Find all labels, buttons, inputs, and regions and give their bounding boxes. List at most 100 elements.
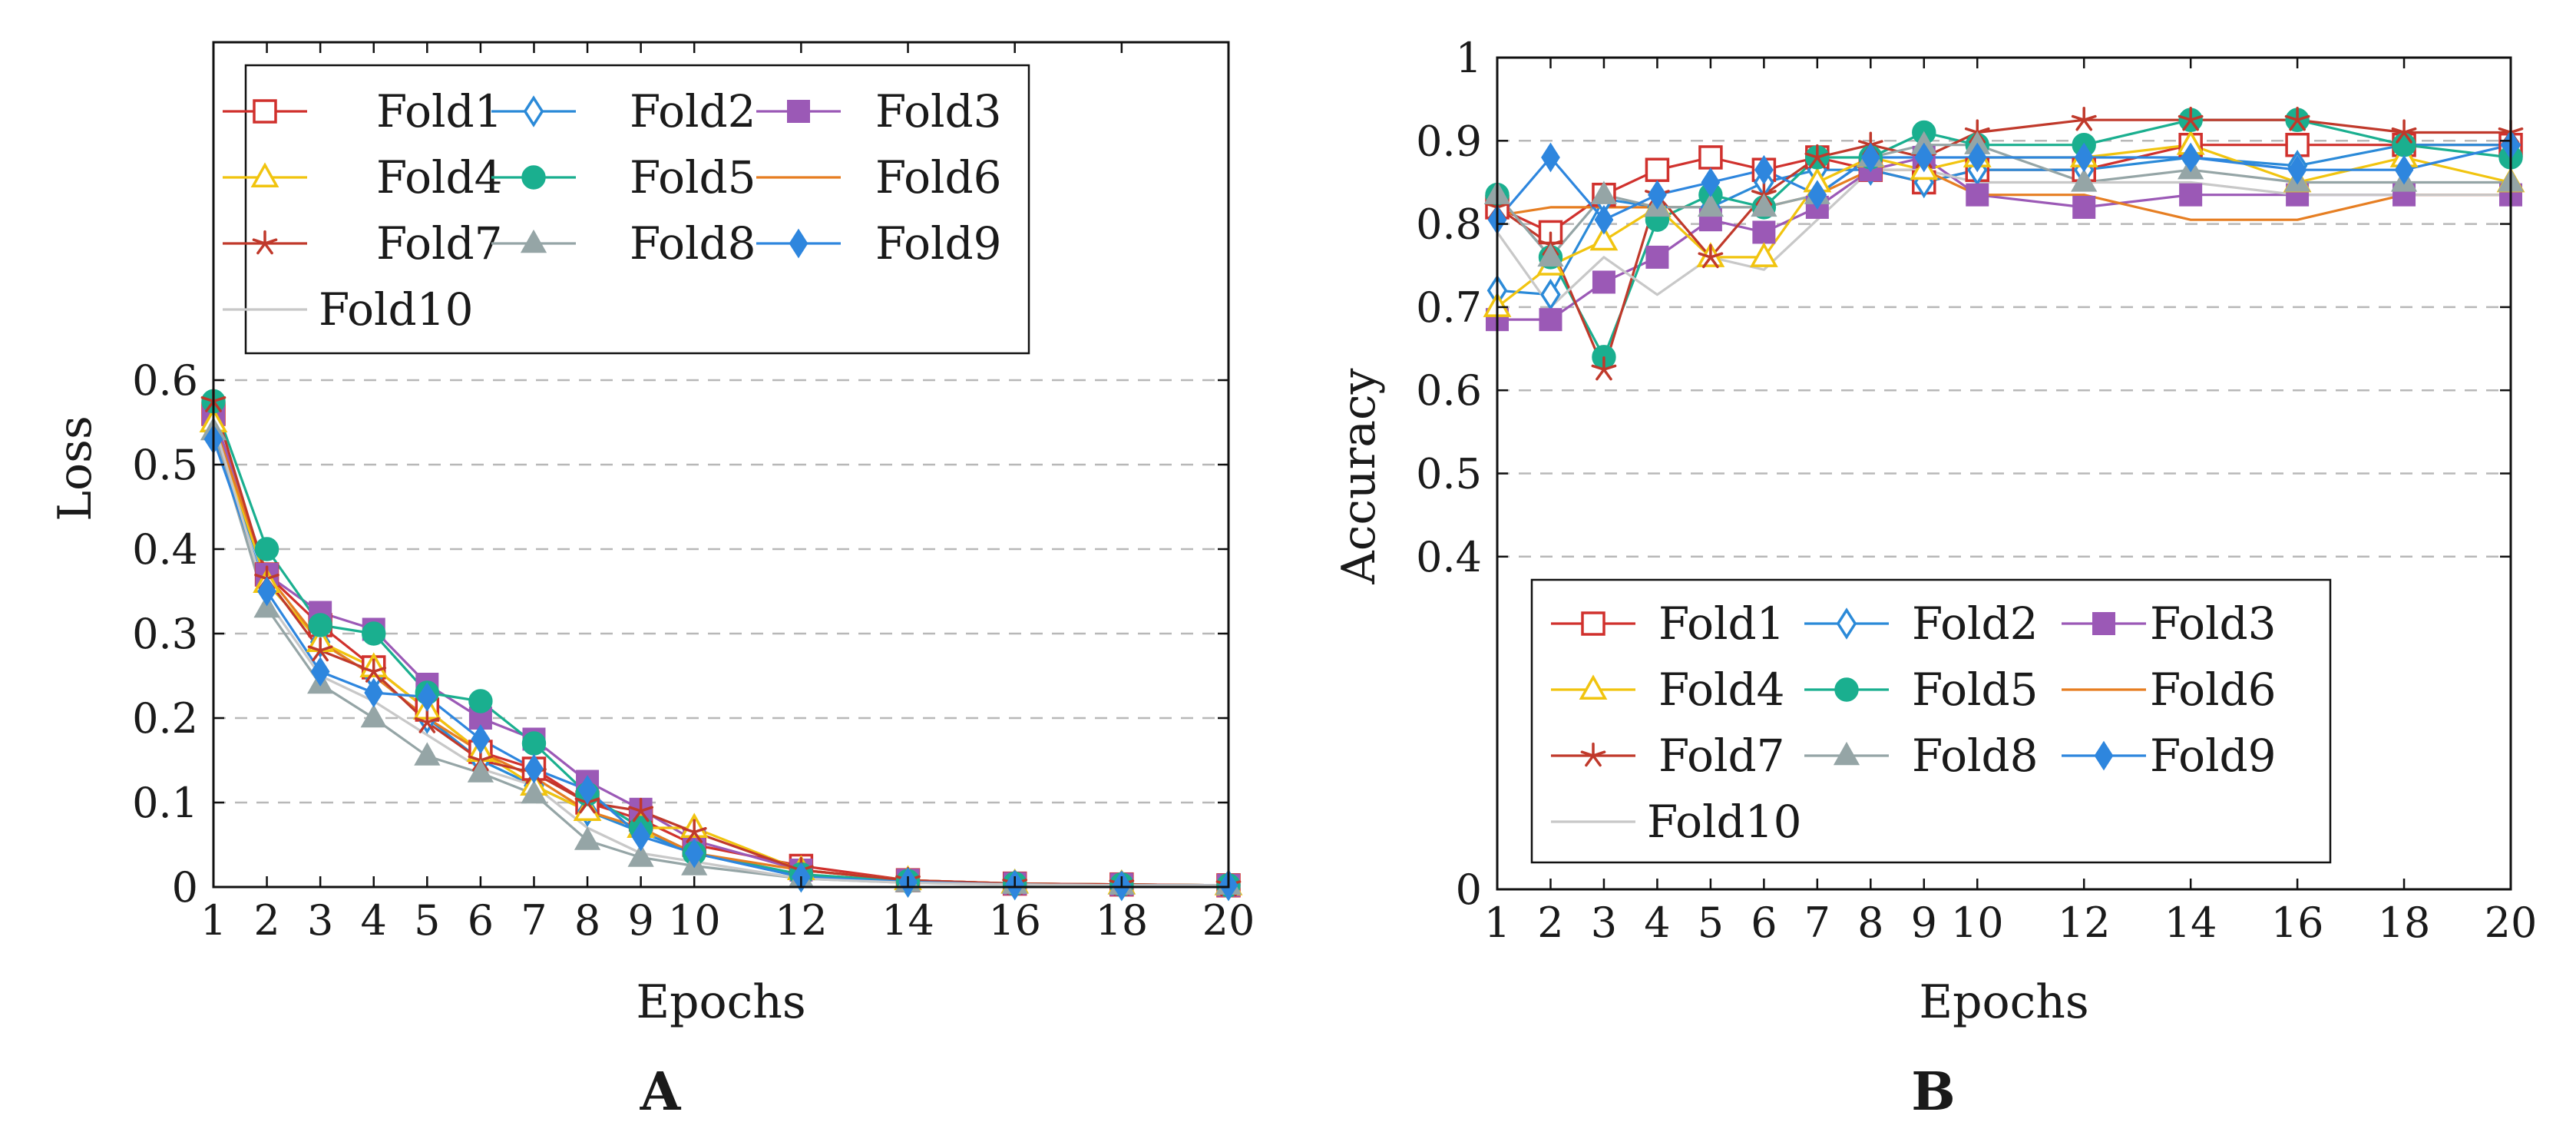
y-tick-label: 0.2 — [132, 694, 198, 743]
data-point-fold1 — [1698, 145, 1723, 170]
y-tick-label: 0 — [1456, 866, 1482, 914]
y-tick-label: 0.6 — [1416, 366, 1482, 415]
data-point-fold3 — [1539, 308, 1562, 332]
data-point-fold9 — [1594, 204, 1614, 235]
legend-entry-fold8: Fold8 — [1804, 730, 2039, 782]
x-tick-label: 9 — [1911, 899, 1937, 947]
legend-marker — [2094, 740, 2114, 771]
x-tick-label: 3 — [1591, 899, 1617, 947]
data-point-fold9 — [684, 838, 704, 869]
data-point-fold5 — [468, 689, 493, 713]
legend-entry-fold3: Fold3 — [2062, 597, 2277, 650]
legend-label: Fold9 — [875, 217, 1002, 270]
legend-entry-fold1: Fold1 — [1551, 597, 1785, 650]
x-tick-label: 7 — [1804, 899, 1830, 947]
data-point-fold9 — [577, 775, 597, 805]
data-point-fold9 — [2074, 142, 2094, 173]
data-point-fold8 — [467, 759, 494, 783]
y-tick-label: 0.5 — [1416, 450, 1482, 498]
x-tick-label: 16 — [2271, 899, 2324, 947]
x-tick-label: 12 — [2058, 899, 2111, 947]
x-tick-label: 4 — [1644, 899, 1670, 947]
x-tick-label: 12 — [775, 896, 828, 945]
series-line-fold5 — [212, 400, 1229, 887]
legend-marker — [520, 229, 547, 253]
legend-label: Fold1 — [1658, 597, 1785, 650]
x-tick-label: 6 — [468, 896, 494, 945]
legend-label: Fold6 — [2150, 664, 2277, 716]
x-tick-label: 7 — [521, 896, 547, 945]
legend-marker — [521, 165, 546, 190]
data-point-fold5 — [308, 613, 332, 637]
x-tick-label: 1 — [200, 896, 227, 945]
series-line-fold4 — [212, 422, 1229, 887]
legend-label: Fold7 — [1658, 730, 1785, 782]
panel-label: B — [1911, 1061, 1955, 1123]
data-point-fold7 — [681, 819, 707, 843]
data-point-fold3 — [1645, 245, 1669, 269]
data-point-fold5 — [254, 537, 279, 561]
data-point-fold9 — [1967, 142, 1987, 173]
legend-entry-fold10: Fold10 — [223, 283, 473, 336]
legend-label: Fold5 — [1912, 664, 2039, 716]
legend-entry-fold2: Fold2 — [1804, 597, 2039, 650]
legend: Fold1 Fold2 Fold3 Fold4 Fold5 Fold6 Fold7 Fold8… — [223, 64, 1030, 355]
x-tick-label: 1 — [1484, 899, 1510, 947]
data-point-fold4 — [1589, 225, 1619, 251]
data-point-fold9 — [524, 753, 544, 784]
y-axis-label: Loss — [48, 415, 102, 521]
x-tick-label: 5 — [1698, 899, 1724, 947]
data-point-fold7 — [2071, 107, 2097, 131]
data-point-fold9 — [631, 821, 651, 852]
data-point-fold7 — [1804, 144, 1830, 169]
data-point-fold9 — [1701, 167, 1721, 197]
legend-marker — [789, 228, 809, 259]
grid-lines — [213, 379, 1228, 804]
legend-label: Fold8 — [1912, 730, 2039, 782]
data-point-fold3 — [1592, 270, 1615, 294]
series-line-fold6 — [212, 422, 1229, 887]
legend-label: Fold1 — [376, 85, 503, 137]
x-tick-label: 6 — [1751, 899, 1777, 947]
data-point-fold9 — [1648, 180, 1667, 210]
data-point-fold7 — [2284, 107, 2310, 131]
data-point-fold7 — [2391, 119, 2417, 144]
data-point-fold3 — [1752, 220, 1776, 244]
series-group — [199, 388, 1243, 902]
x-tick-label: 8 — [574, 896, 600, 945]
series-line-fold7 — [212, 401, 1229, 887]
legend-marker — [1836, 607, 1857, 640]
data-point-fold3 — [1966, 183, 1989, 207]
legend-label: Fold2 — [630, 85, 756, 137]
data-point-fold8 — [1590, 180, 1618, 204]
legend-entry-fold7: Fold7 — [223, 217, 503, 270]
legend-marker — [523, 95, 544, 127]
y-axis-label: Accuracy — [1332, 368, 1386, 584]
x-tick-label: 5 — [414, 896, 440, 945]
series-line-fold3 — [212, 413, 1229, 887]
data-point-fold9 — [2394, 154, 2414, 185]
data-point-fold8 — [1751, 193, 1777, 217]
x-tick-label: 9 — [627, 896, 653, 945]
legend-label: Fold4 — [376, 151, 503, 204]
legend-label: Fold4 — [1658, 664, 1785, 716]
legend-marker — [1833, 741, 1860, 766]
x-tick-label: 18 — [2378, 899, 2431, 947]
x-tick-label: 2 — [1537, 899, 1563, 947]
legend-marker — [1834, 677, 1859, 702]
x-axis-label: Epochs — [1919, 975, 2088, 1029]
data-point-fold8 — [414, 742, 441, 766]
x-tick-label: 2 — [253, 896, 279, 945]
data-point-fold8 — [574, 826, 601, 850]
legend-entry-fold3: Fold3 — [756, 85, 1002, 137]
data-point-fold5 — [2392, 133, 2416, 157]
legend-label: Fold2 — [1912, 597, 2039, 650]
data-point-fold9 — [310, 657, 330, 687]
series-line-fold1 — [212, 413, 1229, 887]
legend-label: Fold9 — [2150, 730, 2277, 782]
legend-entry-fold9: Fold9 — [756, 217, 1002, 270]
x-axis-label: Epochs — [636, 975, 805, 1029]
data-point-fold7 — [414, 709, 440, 733]
x-tick-label: 3 — [307, 896, 333, 945]
